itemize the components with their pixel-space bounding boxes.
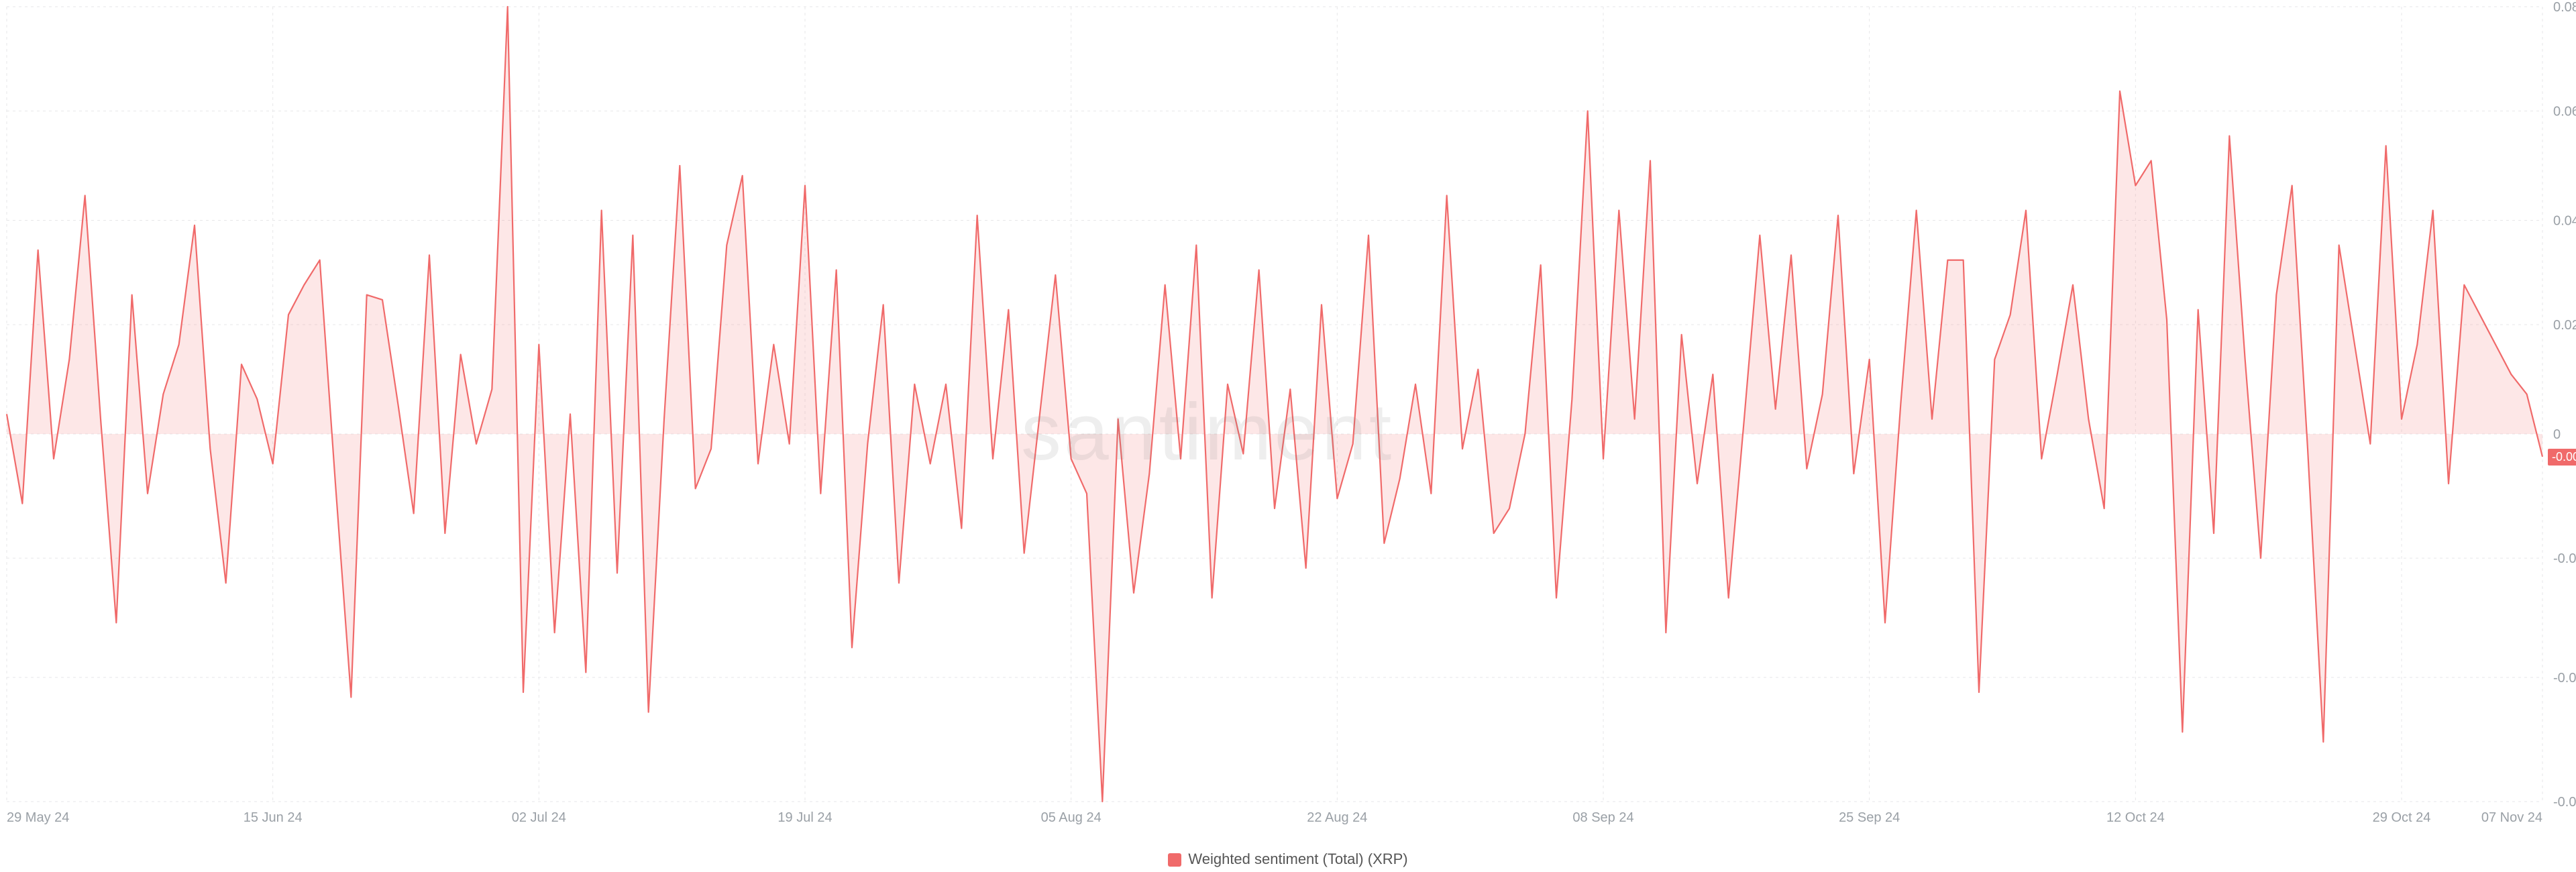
legend-swatch [1168,853,1181,867]
chart-canvas: 0.086 0.065 0.043 0.022 0 -0.025 -0.049 -0.074 2… [0,0,2576,872]
svg-text:-0.074: -0.074 [2553,795,2576,810]
svg-text:29 May 24: 29 May 24 [7,810,69,825]
svg-text:02 Jul 24: 02 Jul 24 [512,810,566,825]
svg-text:25 Sep 24: 25 Sep 24 [1839,810,1900,825]
svg-text:12 Oct 24: 12 Oct 24 [2106,810,2165,825]
legend: Weighted sentiment (Total) (XRP) [0,851,2576,868]
svg-text:-0.025: -0.025 [2553,551,2576,566]
svg-text:08 Sep 24: 08 Sep 24 [1572,810,1633,825]
svg-text:22 Aug 24: 22 Aug 24 [1307,810,1367,825]
svg-text:29 Oct 24: 29 Oct 24 [2373,810,2431,825]
legend-label: Weighted sentiment (Total) (XRP) [1188,851,1407,867]
svg-text:0.043: 0.043 [2553,213,2576,228]
svg-text:07 Nov 24: 07 Nov 24 [2481,810,2542,825]
svg-text:19 Jul 24: 19 Jul 24 [777,810,832,825]
svg-text:0.086: 0.086 [2553,0,2576,15]
svg-text:-0.049: -0.049 [2553,671,2576,686]
svg-text:05 Aug 24: 05 Aug 24 [1041,810,1102,825]
svg-text:15 Jun 24: 15 Jun 24 [244,810,303,825]
sentiment-chart[interactable]: 0.086 0.065 0.043 0.022 0 -0.025 -0.049 -0.074 2… [0,0,2576,872]
svg-text:0: 0 [2553,427,2561,442]
svg-text:0.065: 0.065 [2553,105,2576,119]
svg-text:0.022: 0.022 [2553,318,2576,333]
current-value-badge: -0.004582 [2548,449,2576,466]
